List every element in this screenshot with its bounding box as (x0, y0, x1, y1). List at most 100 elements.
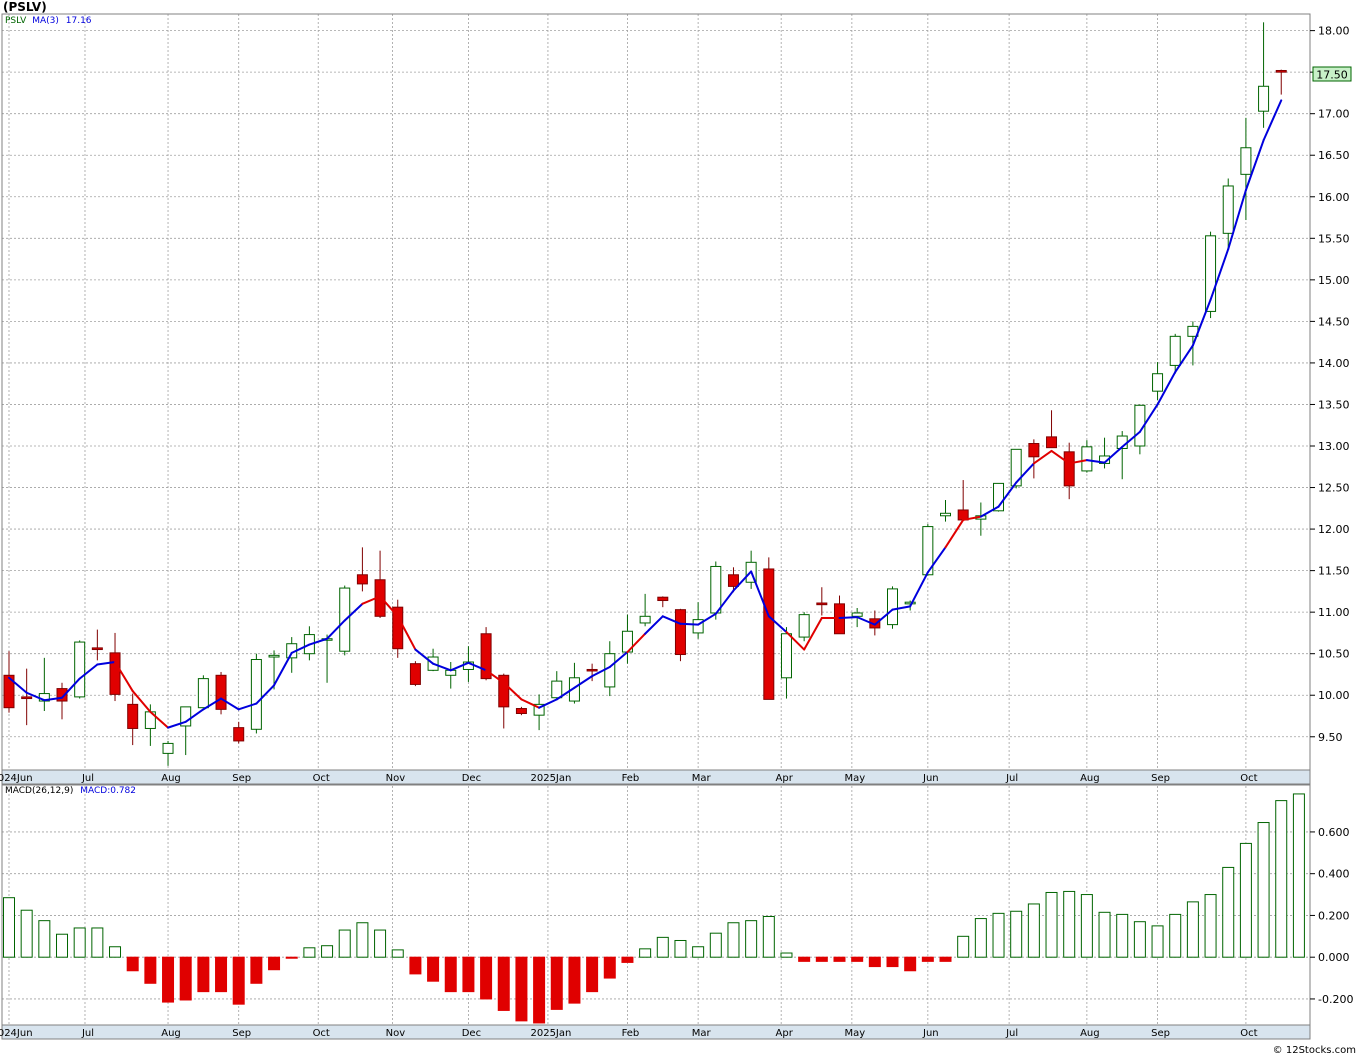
candle-down (727, 574, 739, 587)
y-axis-label: 10.50 (1318, 648, 1350, 661)
candle-up (1205, 235, 1217, 312)
macd-bar-negative (603, 956, 616, 979)
candle-down (586, 668, 598, 672)
macd-bar-positive (1292, 793, 1305, 958)
macd-bar-positive (374, 929, 387, 958)
x-axis-label: Dec (462, 1028, 481, 1039)
candle-up (993, 482, 1005, 512)
ma-segment (361, 595, 382, 605)
macd-bar-positive (992, 912, 1005, 958)
x-axis-label: Apr (776, 773, 794, 784)
macd-bar-negative (409, 956, 422, 975)
macd-bar-negative (533, 956, 546, 1024)
symbol-label: PSLV (5, 16, 27, 26)
x-axis-label: Sep (232, 773, 251, 784)
macd-bar-positive (727, 922, 740, 958)
candle-up (710, 565, 722, 614)
macd-bar-negative (126, 956, 139, 972)
x-axis-label: Feb (622, 773, 640, 784)
ma-segment (1244, 139, 1265, 192)
macd-bar-positive (38, 920, 51, 958)
ma-label: MA(3) (32, 16, 59, 26)
chart-title: (PSLV) (3, 0, 47, 14)
price-y-axis-labels: 9.50 10.00 10.50 11.00 11.50 12.00 12.50 13.00 1… (1310, 25, 1350, 744)
candle-up (639, 615, 651, 624)
ma-segment (944, 518, 965, 549)
macd-bar-negative (921, 956, 934, 962)
ma-segment (856, 616, 876, 626)
macd-bar-negative (480, 956, 493, 1000)
y-axis-label: 11.50 (1318, 565, 1350, 578)
candle-down (3, 674, 15, 709)
y-axis-label: 13.50 (1318, 398, 1350, 411)
ma-segment (732, 570, 753, 592)
candle-down (356, 574, 368, 585)
ma-segment (220, 697, 240, 711)
price-x-axis-bar (1, 769, 1311, 785)
candle-up (904, 601, 916, 605)
x-axis-label: Aug (161, 1028, 181, 1039)
macd-bar-positive (709, 932, 722, 958)
macd-bar-positive (1010, 910, 1023, 958)
candle-down (56, 688, 68, 702)
ma-segment (43, 696, 64, 702)
macd-bars (3, 793, 1305, 1024)
ma-segment (131, 690, 152, 713)
candle-down (763, 568, 775, 700)
candle-down (1275, 69, 1287, 73)
ma-segment (803, 616, 823, 651)
candle-down (127, 703, 139, 729)
ma-segment (96, 661, 117, 666)
ma-segment (1191, 298, 1212, 347)
candle-down (21, 696, 33, 700)
last-price-label: 17.50 (1316, 69, 1348, 82)
y-axis-label: 16.00 (1318, 191, 1350, 204)
x-axis-label: 2024Jun (0, 1028, 33, 1039)
macd-bar-positive (639, 948, 652, 958)
macd-bar-positive (1080, 894, 1093, 958)
ma-segment (697, 612, 717, 626)
macd-bar-positive (674, 939, 687, 958)
macd-bar-positive (762, 915, 775, 958)
ma-segment (8, 676, 28, 694)
y-axis-label: 0.200 (1318, 909, 1350, 922)
ma-segment (1085, 459, 1106, 464)
ma-segment (343, 602, 364, 622)
candle-up (1258, 85, 1270, 112)
y-axis-label: 14.00 (1318, 357, 1350, 370)
x-axis-label: Aug (1080, 773, 1100, 784)
ma-segment (520, 698, 541, 709)
candle-up (180, 706, 192, 727)
candle-down (498, 674, 510, 708)
ma-segment (78, 663, 99, 680)
candle-up (1169, 335, 1181, 366)
ma-segment (485, 669, 505, 684)
macd-x-axis-labels: 2024Jun Jul Aug Sep Oct Nov Dec 2025Jan Feb Mar Ap… (0, 1028, 1258, 1039)
x-axis-label: May (845, 1028, 866, 1039)
ma-segment (1156, 371, 1177, 406)
x-axis-label: Jul (1005, 773, 1018, 784)
candle-down (515, 708, 527, 715)
candle-up (1010, 448, 1022, 487)
macd-bar-negative (568, 956, 581, 1004)
ma-segment (750, 570, 770, 618)
ma-segment (379, 595, 399, 618)
macd-bar-positive (1045, 891, 1058, 958)
macd-bar-positive (1151, 925, 1164, 958)
candle-up (604, 653, 616, 688)
ma-segment (1121, 430, 1141, 448)
candle-down (215, 674, 227, 710)
candle-up (1222, 185, 1234, 234)
x-axis-label: Apr (776, 1028, 794, 1039)
candle-up (887, 588, 898, 626)
macd-bar-negative (285, 956, 298, 959)
ma-segment (1103, 445, 1124, 464)
macd-bar-positive (1063, 890, 1076, 958)
candle-up (197, 678, 209, 709)
price-bodies (3, 69, 1287, 754)
macd-bar-negative (904, 956, 917, 972)
ma-segment (184, 708, 205, 723)
candle-up (250, 659, 262, 730)
ma-segment (1138, 403, 1159, 433)
